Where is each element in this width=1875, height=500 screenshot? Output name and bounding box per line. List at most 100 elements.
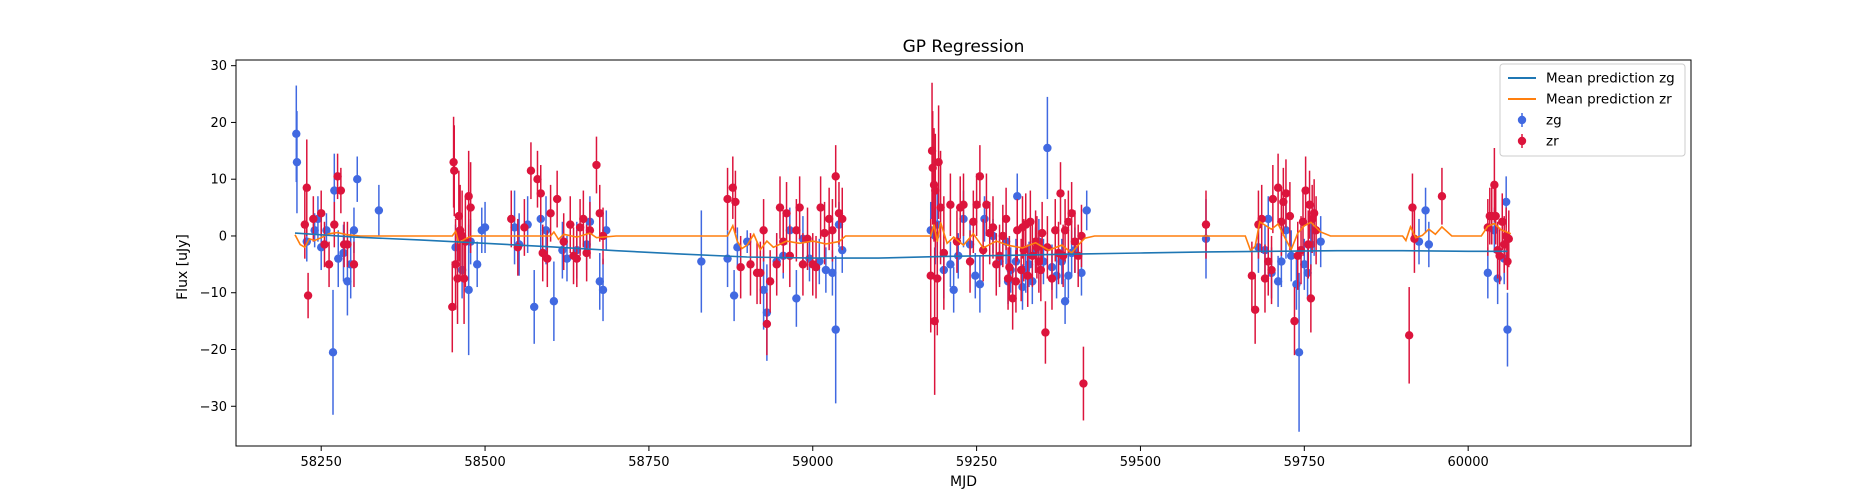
zr-point xyxy=(1404,331,1414,340)
zg-point xyxy=(821,265,831,275)
zr-point xyxy=(1437,192,1447,201)
zg-point xyxy=(946,260,955,269)
zg-point xyxy=(1060,297,1070,306)
zg-point xyxy=(330,186,339,195)
zr-point xyxy=(939,248,949,258)
zr-point xyxy=(302,183,311,192)
zr-point xyxy=(731,197,740,207)
zr-point xyxy=(927,146,937,156)
zg-point xyxy=(1501,197,1511,207)
zg-point xyxy=(1273,277,1283,286)
zr-point xyxy=(736,262,745,272)
zg-point xyxy=(1287,251,1296,261)
zr-point xyxy=(965,257,975,266)
zr-point xyxy=(1285,211,1295,221)
zr-point xyxy=(1001,214,1011,224)
zr-point xyxy=(1011,277,1021,286)
zg-point xyxy=(292,157,302,167)
zr-point xyxy=(952,237,962,246)
plot-content xyxy=(292,82,1513,432)
zr-point xyxy=(575,223,585,232)
zr-point xyxy=(792,226,801,235)
legend: Mean prediction zg Mean prediction zr zg zr xyxy=(1499,63,1686,157)
zr-point xyxy=(1034,257,1044,266)
zr-point xyxy=(936,203,945,212)
x-tick-label: 58500 xyxy=(464,455,505,470)
zr-point xyxy=(1257,214,1266,224)
mean-prediction-zg-line xyxy=(294,232,1508,259)
zr-point xyxy=(1268,194,1278,204)
x-tick-label: 59500 xyxy=(1120,455,1161,470)
zg-point xyxy=(310,226,319,235)
zr-point xyxy=(946,200,955,209)
zr-point xyxy=(533,175,542,184)
zr-point xyxy=(582,248,591,258)
zg-point xyxy=(1018,282,1027,292)
zr-point xyxy=(1060,226,1070,235)
y-tick-label: 30 xyxy=(210,59,227,74)
zr-point xyxy=(959,200,968,209)
zr-point xyxy=(1077,231,1086,241)
zr-point xyxy=(930,316,939,326)
zr-point xyxy=(1500,240,1509,249)
zr-point xyxy=(300,220,310,229)
zr-point xyxy=(1003,274,1013,283)
zr-point xyxy=(1073,251,1083,261)
zr-point xyxy=(349,260,359,269)
zr-point xyxy=(1290,316,1299,326)
zg-point xyxy=(743,237,752,246)
legend-mean-prediction-zr-label: Mean prediction zr xyxy=(1546,92,1672,108)
zg-point xyxy=(1082,206,1091,215)
zr-point xyxy=(728,183,737,192)
zr-point xyxy=(585,226,595,235)
zr-point xyxy=(1070,237,1080,246)
zg-point xyxy=(334,254,343,263)
zg-point xyxy=(541,226,551,235)
zr-point xyxy=(988,223,998,232)
zr-point xyxy=(982,200,991,209)
zr-point xyxy=(1311,226,1321,235)
zr-point xyxy=(450,166,459,175)
zg-point xyxy=(464,285,473,295)
zr-point xyxy=(309,214,318,224)
zg-point xyxy=(1421,206,1430,215)
zr-point xyxy=(1247,271,1257,280)
zr-point xyxy=(795,203,804,212)
chart-title: GP Regression xyxy=(903,37,1025,57)
zr-point xyxy=(978,245,988,255)
zr-point xyxy=(933,274,942,283)
zg-point xyxy=(729,291,739,300)
zr-point xyxy=(1490,180,1499,190)
zr-point xyxy=(536,189,545,198)
zr-point xyxy=(507,214,516,224)
zr-point xyxy=(756,268,765,278)
y-tick-label: −20 xyxy=(200,343,227,358)
zr-point xyxy=(1264,257,1273,266)
zr-point xyxy=(1037,228,1047,238)
zr-point xyxy=(785,251,795,261)
zr-point xyxy=(1306,294,1316,303)
zg-point xyxy=(510,223,519,232)
zr-point xyxy=(1056,189,1065,198)
axes-frame xyxy=(235,59,1692,447)
zr-point xyxy=(520,223,529,232)
zg-point xyxy=(374,206,384,215)
zr-point xyxy=(1047,274,1057,283)
zr-point xyxy=(1201,220,1211,229)
zr-point xyxy=(1023,271,1032,280)
zr-point xyxy=(1005,262,1014,272)
zg-point xyxy=(292,129,301,138)
zr-point xyxy=(1036,265,1046,275)
zr-point xyxy=(746,260,755,269)
x-tick-label: 58250 xyxy=(301,455,342,470)
zg-point xyxy=(349,226,359,235)
zr-point xyxy=(1301,186,1310,195)
zg-point xyxy=(549,297,559,306)
zr-point xyxy=(454,211,464,221)
zg-point xyxy=(971,271,980,280)
zr-point xyxy=(543,254,552,263)
zr-point xyxy=(1260,274,1270,283)
zr-point xyxy=(972,200,981,209)
plot-area xyxy=(292,82,1513,432)
zr-point xyxy=(838,214,847,224)
